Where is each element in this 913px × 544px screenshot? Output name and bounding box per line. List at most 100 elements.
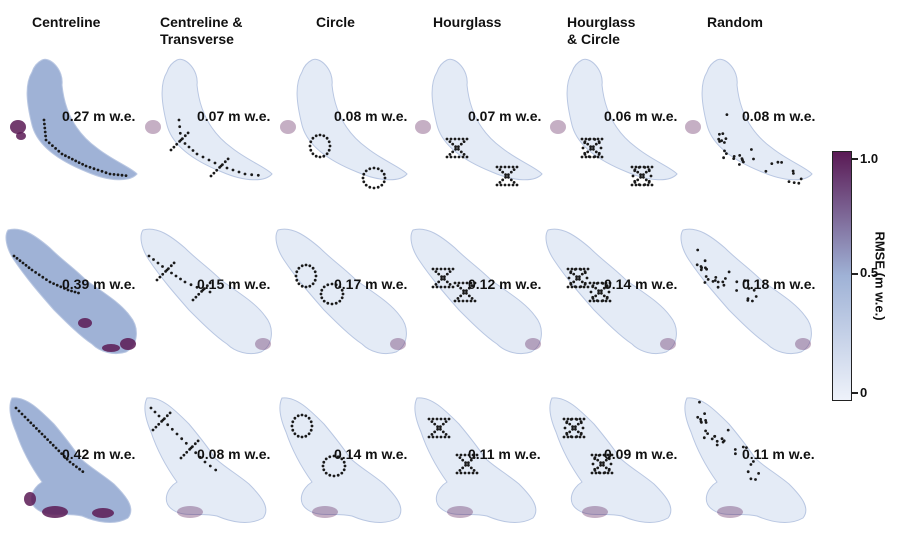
sample-point	[597, 291, 600, 295]
high-error-region	[582, 506, 608, 518]
panel-row2-col4	[407, 218, 557, 355]
panel-row1-col6	[677, 50, 827, 185]
sample-point	[382, 172, 386, 176]
sample-point	[457, 281, 461, 285]
sample-point	[703, 259, 707, 263]
rmse-value: 0.07 m w.e.	[197, 108, 271, 124]
sample-point	[291, 420, 295, 424]
panel-row3-col4	[407, 388, 557, 523]
sample-point	[457, 299, 461, 303]
high-error-region	[78, 318, 92, 328]
sample-point	[214, 468, 218, 472]
sample-point	[593, 467, 597, 471]
sample-point	[504, 175, 507, 179]
sample-point	[639, 175, 642, 179]
sample-point	[37, 429, 41, 433]
sample-point	[717, 137, 721, 141]
sample-point	[182, 453, 186, 457]
sample-point	[441, 422, 445, 426]
sample-point	[44, 138, 48, 142]
panel-row2-col6	[677, 218, 827, 355]
sample-point	[589, 145, 592, 149]
sample-point	[208, 464, 212, 468]
glacier-map	[275, 228, 407, 355]
sample-point	[597, 141, 601, 145]
sample-point	[725, 152, 728, 155]
glacier-outline	[684, 397, 807, 523]
sample-point	[157, 414, 161, 418]
sample-point	[290, 424, 294, 428]
glacier-outline	[549, 397, 672, 523]
glacier-map	[550, 58, 678, 187]
sample-point	[70, 157, 74, 161]
sample-point	[77, 291, 80, 295]
sample-point	[116, 173, 120, 177]
sample-point	[448, 270, 452, 273]
sample-point	[451, 267, 455, 271]
sample-point	[191, 149, 195, 152]
sample-point	[445, 272, 449, 276]
high-error-region	[16, 132, 26, 140]
sample-point	[327, 140, 331, 144]
sample-point	[198, 455, 202, 459]
sample-point	[156, 261, 160, 265]
sample-point	[73, 290, 77, 294]
sample-point	[587, 155, 591, 158]
sample-point	[749, 463, 753, 466]
sample-point	[203, 460, 207, 464]
sample-point	[332, 474, 336, 478]
sample-point	[590, 453, 594, 457]
sample-point	[716, 285, 720, 289]
sample-point	[780, 161, 783, 164]
sample-point	[738, 154, 742, 157]
sample-point	[644, 170, 648, 174]
sample-point	[46, 438, 49, 441]
sample-point	[66, 288, 70, 292]
sample-point	[752, 288, 756, 292]
sample-point	[63, 287, 66, 290]
sample-point	[507, 175, 510, 179]
sample-point	[451, 285, 455, 289]
sample-point	[340, 471, 344, 475]
sample-point	[26, 418, 30, 422]
glacier-outline	[701, 58, 813, 181]
sample-point	[593, 155, 597, 158]
sample-point	[342, 468, 346, 472]
sample-point	[455, 471, 459, 475]
sample-point	[578, 435, 582, 439]
high-error-region	[102, 344, 120, 352]
sample-point	[300, 435, 304, 439]
sample-point	[250, 173, 254, 177]
sample-point	[443, 275, 446, 279]
sample-point	[589, 147, 592, 151]
sample-point	[457, 147, 460, 151]
sample-point	[569, 271, 573, 275]
sample-point	[55, 283, 59, 287]
sample-point	[597, 289, 600, 293]
sample-point	[212, 171, 216, 175]
sample-point	[568, 422, 572, 426]
sample-point	[591, 285, 595, 289]
sample-point	[291, 428, 295, 432]
sample-point	[599, 461, 602, 465]
sample-point	[579, 268, 583, 271]
sample-point	[449, 155, 453, 159]
sample-point	[746, 299, 750, 302]
sample-point	[469, 458, 473, 462]
sample-point	[573, 285, 577, 288]
sample-point	[324, 457, 328, 461]
sample-point	[179, 456, 183, 460]
sample-point	[698, 400, 701, 404]
sample-point	[225, 166, 229, 170]
sample-point	[43, 130, 47, 134]
sample-point	[201, 155, 205, 159]
sample-point	[449, 137, 453, 141]
sample-point	[745, 446, 748, 449]
sample-point	[747, 287, 751, 290]
sample-point	[311, 266, 315, 270]
sample-point	[567, 276, 571, 280]
sample-point	[465, 155, 469, 159]
sample-point	[441, 430, 445, 434]
sample-point	[757, 472, 760, 475]
